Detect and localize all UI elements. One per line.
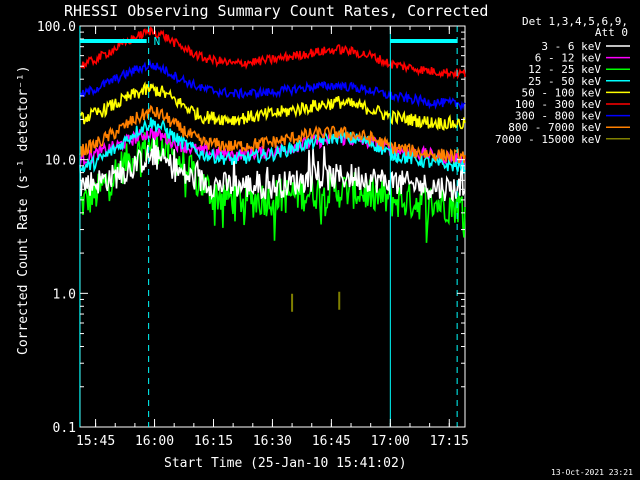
legend-entry-label: 12 - 25 keV: [528, 63, 601, 76]
y-axis-label: Corrected Count Rate (s⁻¹ detector⁻¹): [16, 65, 31, 355]
x-tick-label: 17:00: [371, 434, 410, 449]
x-tick-label: 16:45: [312, 434, 351, 449]
generated-timestamp: 13-Oct-2021 23:21: [551, 468, 633, 477]
y-tick-label: 100.0: [37, 20, 76, 35]
series-line: [79, 81, 466, 131]
annotation-layer: N: [79, 26, 458, 427]
legend-entry-label: 7000 - 15000 keV: [495, 133, 601, 146]
x-tick-label: 16:30: [253, 434, 292, 449]
series-line: [79, 104, 466, 165]
x-tick-label: 16:00: [135, 434, 174, 449]
x-tick-label: 16:15: [194, 434, 233, 449]
legend-entry-label: 25 - 50 keV: [528, 75, 601, 88]
y-tick-label: 0.1: [53, 421, 76, 436]
legend-header: Det 1,3,4,5,6,9,: [522, 15, 628, 28]
series-layer: [79, 25, 466, 312]
legend-entry-label: 800 - 7000 keV: [508, 121, 601, 134]
series-line: [79, 25, 466, 80]
legend-entry-label: 6 - 12 keV: [535, 52, 602, 65]
x-tick-label: 17:15: [430, 434, 469, 449]
plot-frame: [79, 25, 466, 428]
series-line: [79, 131, 466, 203]
series-line: [79, 59, 466, 112]
x-tick-label: 15:45: [76, 434, 115, 449]
legend-entry-label: 100 - 300 keV: [515, 98, 601, 111]
legend-entry-label: 3 - 6 keV: [541, 40, 601, 53]
y-tick-label: 10.0: [45, 154, 76, 169]
legend-entry-label: 300 - 800 keV: [515, 110, 601, 123]
y-tick-label: 1.0: [53, 287, 76, 302]
x-axis-label: Start Time (25-Jan-10 15:41:02): [164, 456, 407, 471]
night-marker: N: [154, 35, 161, 48]
series-line: [79, 117, 466, 174]
legend-header: Att 0: [595, 26, 628, 39]
legend-entry-label: 50 - 100 keV: [522, 86, 602, 99]
chart-title: RHESSI Observing Summary Count Rates, Co…: [64, 2, 488, 20]
axes-layer: 100.0 10.0 1.0 0.115:45 16:00 16:15 16:30 16:45…: [37, 20, 469, 449]
